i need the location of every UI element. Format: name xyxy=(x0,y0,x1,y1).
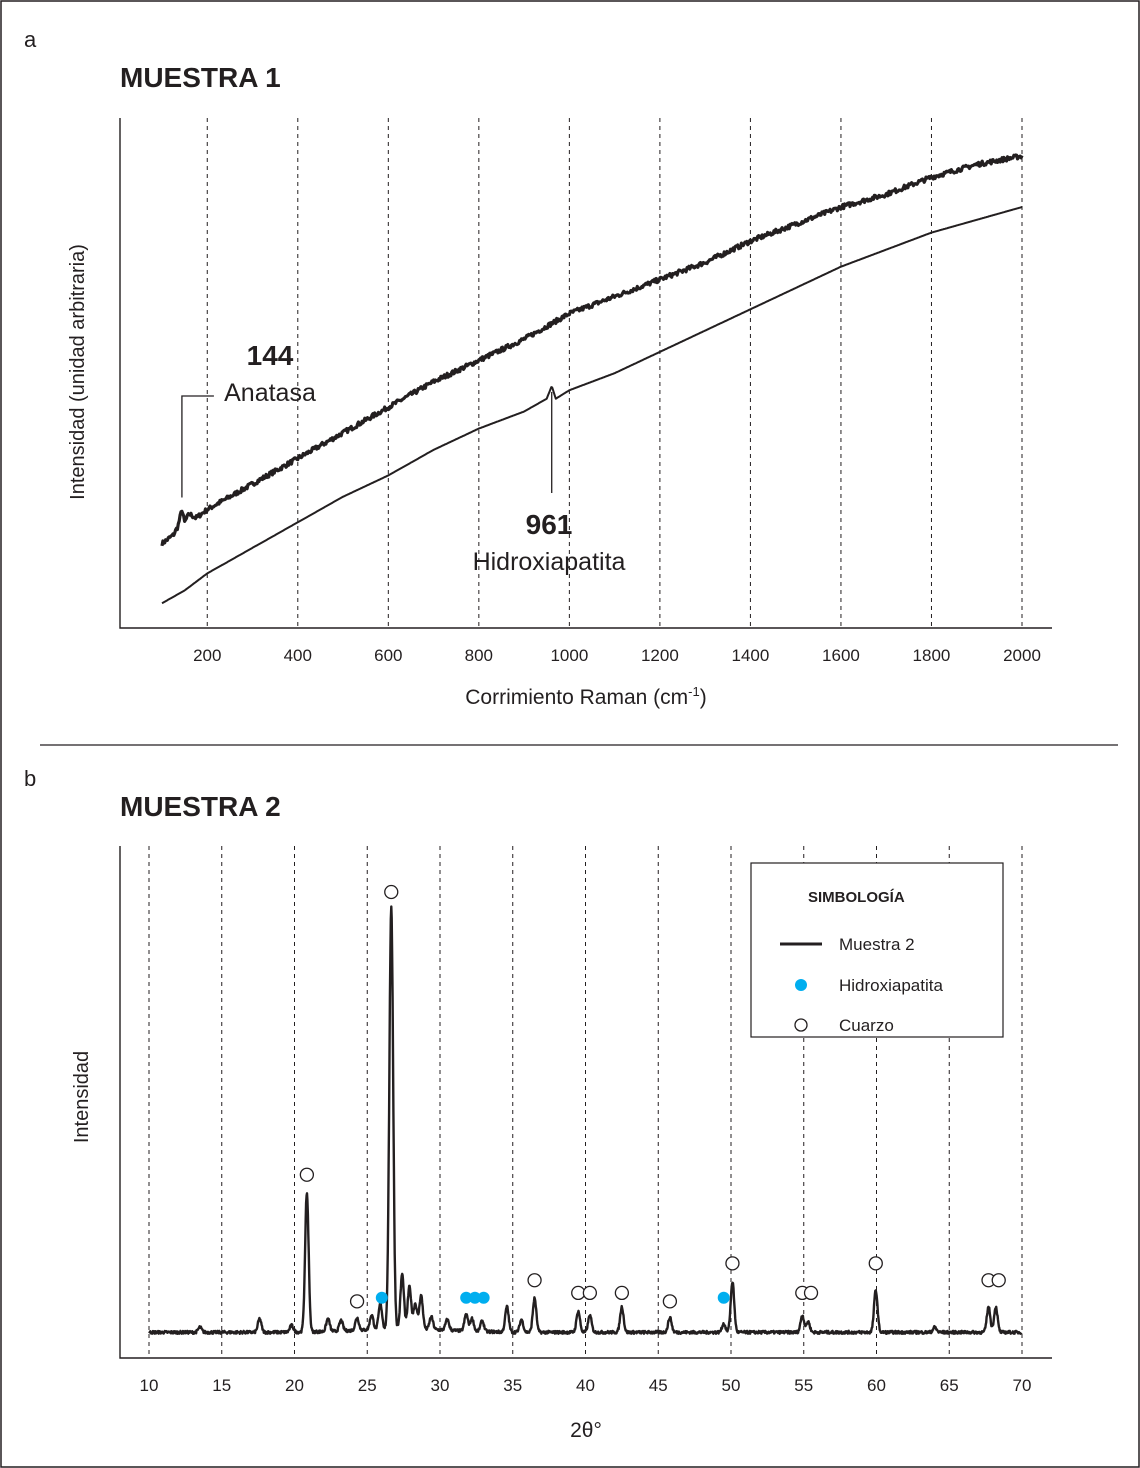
annotation-144-leader xyxy=(181,395,214,498)
panel-a-series xyxy=(160,153,1024,605)
cuarzo-marker xyxy=(349,1294,365,1309)
panel-b-tick-label: 15 xyxy=(212,1376,231,1395)
panel-a-letter: a xyxy=(24,27,37,52)
cuarzo-marker xyxy=(582,1285,598,1301)
legend-item-cuarzo: Cuarzo xyxy=(839,1016,894,1035)
panel-a-tick-label: 400 xyxy=(284,646,312,665)
annotation-144-number: 144 xyxy=(247,340,294,371)
panel-b-tick-label: 35 xyxy=(503,1376,522,1395)
panel-a-series-line xyxy=(161,206,1023,605)
legend-title: SIMBOLOGÍA xyxy=(808,889,905,906)
panel-b-tick-label: 30 xyxy=(431,1376,450,1395)
panel-a-ylabel: Intensidad (unidad arbitraria) xyxy=(67,244,89,500)
panel-a-xlabel: Corrimiento Raman (cm-1) xyxy=(465,684,706,709)
panel-b-tick-label: 65 xyxy=(940,1376,959,1395)
panel-b-series-line xyxy=(148,905,1023,1336)
panel-b-tick-label: 25 xyxy=(358,1376,377,1395)
panel-b-title: MUESTRA 2 xyxy=(120,791,281,822)
panel-a-annotations: 144 Anatasa 961 Hidroxiapatita xyxy=(181,340,626,576)
panel-b-tick-label: 70 xyxy=(1013,1376,1032,1395)
panel-a-tick-label: 2000 xyxy=(1003,646,1041,665)
panel-b-tick-label: 50 xyxy=(722,1376,741,1395)
legend-box xyxy=(750,862,1004,1038)
hidroxiapatita-marker xyxy=(375,1291,388,1304)
panel-b-tick-labels: 10 15 20 25 30 35 40 45 50 55 60 65 70 xyxy=(140,1376,1032,1395)
panel-b-axes xyxy=(119,846,1052,1359)
panel-a: a MUESTRA 1 Intensidad (unidad arbitrari… xyxy=(24,27,1052,709)
legend-hidroxiapatita-dot xyxy=(795,979,807,991)
panel-a-series-line xyxy=(160,153,1024,547)
panel-a-tick-label: 1400 xyxy=(732,646,770,665)
panel-a-tick-label: 200 xyxy=(193,646,221,665)
annotation-144-label: Anatasa xyxy=(224,379,316,407)
panel-b-markers xyxy=(299,884,1006,1309)
panel-b-tick-label: 45 xyxy=(649,1376,668,1395)
panel-b-gridlines xyxy=(148,846,1023,1358)
legend-cuarzo-circle xyxy=(794,1018,808,1032)
legend: SIMBOLOGÍA Muestra 2 Hidroxiapatita Cuar… xyxy=(750,862,1004,1038)
panel-b-series xyxy=(148,905,1023,1336)
cuarzo-marker xyxy=(991,1273,1006,1288)
panel-a-tick-label: 1000 xyxy=(550,646,588,665)
panel-b-tick-label: 10 xyxy=(140,1376,159,1395)
panel-a-tick-label: 1600 xyxy=(822,646,860,665)
cuarzo-marker xyxy=(384,884,399,900)
panel-b-tick-label: 40 xyxy=(576,1376,595,1395)
panel-b-tick-label: 60 xyxy=(867,1376,886,1395)
panel-a-gridlines xyxy=(206,118,1023,628)
panel-a-tick-labels: 200 400 600 800 1000 1200 1400 1600 1800 2000 xyxy=(193,646,1041,665)
annotation-961-label: Hidroxiapatita xyxy=(473,548,626,576)
panel-b-letter: b xyxy=(24,766,36,791)
legend-item-muestra: Muestra 2 xyxy=(839,935,915,954)
panel-b-tick-label: 55 xyxy=(794,1376,813,1395)
panel-b-xlabel: 2θ° xyxy=(570,1419,602,1442)
cuarzo-marker xyxy=(614,1285,630,1301)
panel-a-tick-label: 1800 xyxy=(913,646,951,665)
panel-b: b MUESTRA 2 Intensidad 10 15 20 25 30 35 40 45 5… xyxy=(24,766,1052,1442)
panel-a-tick-label: 1200 xyxy=(641,646,679,665)
panel-a-tick-label: 800 xyxy=(465,646,493,665)
hidroxiapatita-marker xyxy=(460,1291,473,1304)
panel-b-ylabel: Intensidad xyxy=(71,1051,93,1143)
cuarzo-marker xyxy=(868,1256,883,1271)
hidroxiapatita-marker xyxy=(468,1291,481,1304)
hidroxiapatita-marker xyxy=(717,1291,730,1304)
panel-a-axes xyxy=(119,118,1052,629)
panel-a-tick-label: 600 xyxy=(374,646,402,665)
cuarzo-marker xyxy=(803,1285,819,1301)
cuarzo-marker xyxy=(527,1273,542,1288)
cuarzo-marker xyxy=(725,1256,740,1271)
annotation-961-number: 961 xyxy=(526,509,573,540)
hidroxiapatita-marker xyxy=(477,1291,490,1304)
panel-a-title: MUESTRA 1 xyxy=(120,62,281,93)
cuarzo-marker xyxy=(299,1167,315,1182)
legend-item-hidroxiapatita: Hidroxiapatita xyxy=(839,976,943,995)
panel-b-tick-label: 20 xyxy=(285,1376,304,1395)
cuarzo-marker xyxy=(662,1294,678,1309)
